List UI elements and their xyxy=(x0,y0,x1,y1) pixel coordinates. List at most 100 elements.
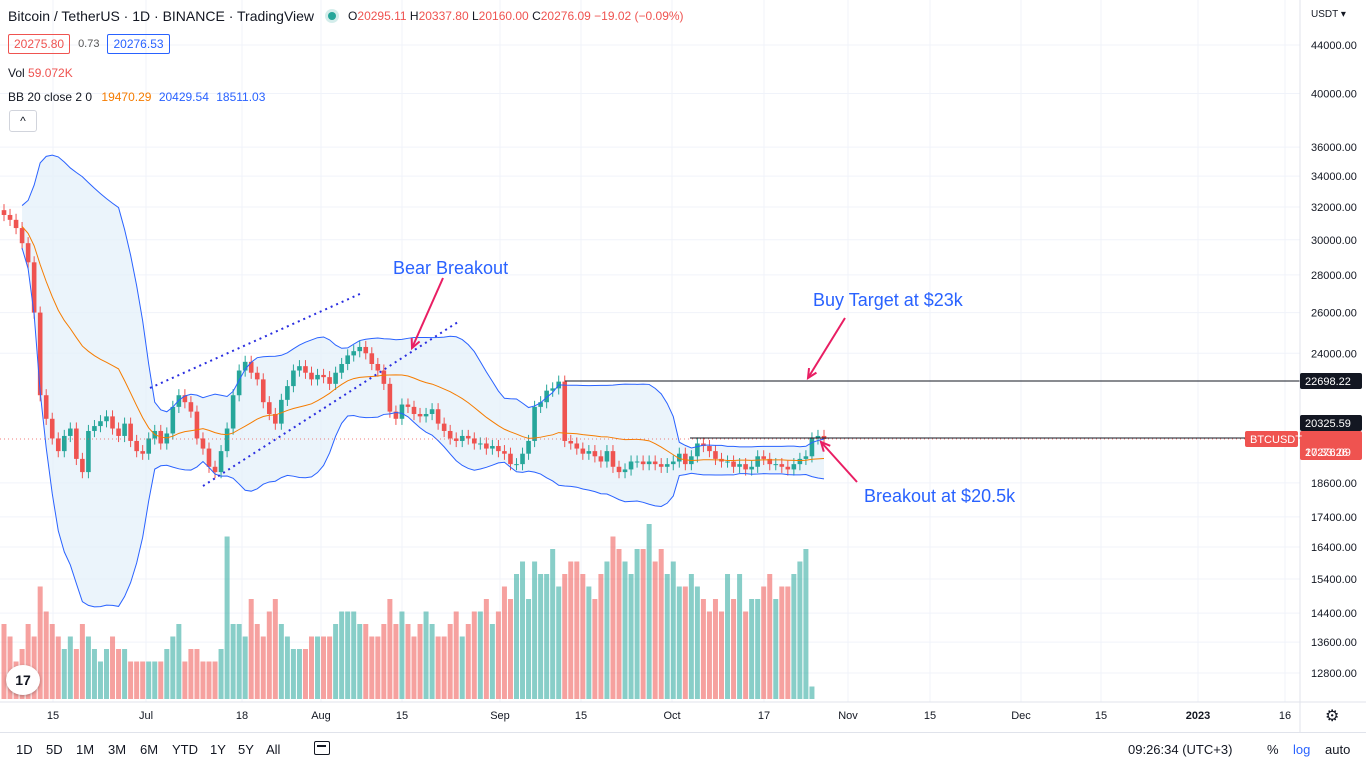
candle-body xyxy=(670,461,676,465)
candle-body xyxy=(478,443,483,445)
volume-bar xyxy=(278,624,284,699)
candle-body xyxy=(441,423,447,431)
price-tick-label: 13600.00 xyxy=(1311,637,1357,649)
percent-scale-button[interactable]: % xyxy=(1267,742,1279,757)
candle-body xyxy=(327,377,332,384)
candle-body xyxy=(664,464,670,467)
candle-body xyxy=(254,372,260,380)
candle-body xyxy=(363,346,369,354)
candle-body xyxy=(453,438,459,441)
timeframe-5y[interactable]: 5Y xyxy=(238,742,254,757)
tag-22698: 22698.22 xyxy=(1305,376,1351,388)
candle-body xyxy=(803,456,809,459)
candle-body xyxy=(622,469,628,473)
volume-bar xyxy=(489,624,495,699)
candle-body xyxy=(49,418,55,439)
volume-bar xyxy=(731,599,737,699)
candle-body xyxy=(435,409,441,424)
timeframe-ytd[interactable]: YTD xyxy=(172,742,198,757)
price-tick-label: 17400.00 xyxy=(1311,512,1357,524)
time-tick-label: Jul xyxy=(139,710,153,722)
volume-bar xyxy=(85,636,91,699)
tradingview-logo-icon[interactable]: 17 xyxy=(6,665,40,695)
volume-bar xyxy=(296,649,302,699)
candle-body xyxy=(248,361,254,373)
log-scale-button[interactable]: log xyxy=(1293,742,1311,757)
volume-bar xyxy=(477,611,483,699)
candle-body xyxy=(797,458,803,465)
timeframe-1y[interactable]: 1Y xyxy=(210,742,226,757)
candle-body xyxy=(188,402,194,412)
auto-scale-button[interactable]: auto xyxy=(1325,742,1351,757)
candle-body xyxy=(393,411,399,419)
volume-bar xyxy=(339,611,345,699)
volume-bar xyxy=(725,574,731,699)
candle-body xyxy=(31,262,37,313)
drawings: Bear Breakout Buy Target at $23k Breakout … xyxy=(0,258,1300,506)
candle-body xyxy=(568,440,574,444)
candle-body xyxy=(339,363,344,373)
volume-bar xyxy=(104,649,109,699)
settings-gear-icon[interactable]: ⚙ xyxy=(1325,708,1340,725)
buy-button[interactable]: 20276.53 xyxy=(107,34,170,54)
volume-bar xyxy=(803,549,809,699)
candle-body xyxy=(532,406,537,441)
timeframe-1m[interactable]: 1M xyxy=(76,742,95,757)
candle-body xyxy=(490,446,495,449)
volume-bar xyxy=(483,599,489,699)
time-tick-label: 15 xyxy=(1095,710,1107,722)
volume-bar xyxy=(809,686,815,699)
tag-last-price: 20276.09 xyxy=(1305,447,1351,459)
bollinger-legend[interactable]: BB 20 close 2 0 19470.29 20429.54 18511.… xyxy=(8,90,266,104)
volume-bar xyxy=(767,574,773,699)
sell-button[interactable]: 20275.80 xyxy=(8,34,71,54)
volume-bar xyxy=(658,549,664,699)
candle-body xyxy=(550,388,555,391)
volume-legend[interactable]: Vol 59.072K xyxy=(8,66,73,80)
volume-bar xyxy=(218,649,224,699)
candle-body xyxy=(80,458,85,473)
candle-body xyxy=(429,409,435,414)
breakout-arrow xyxy=(820,441,858,483)
timeframe-all[interactable]: All xyxy=(266,742,281,757)
candle-body xyxy=(526,440,531,454)
volume-bar xyxy=(134,661,140,699)
candle-body xyxy=(164,433,170,444)
volume-bar xyxy=(779,586,785,699)
volume-bar xyxy=(676,586,682,699)
bollinger-band-fill xyxy=(22,155,824,607)
calendar-range-icon[interactable] xyxy=(314,741,330,755)
volume-bar xyxy=(568,561,574,699)
volume-bar xyxy=(550,549,556,699)
timeframe-3m[interactable]: 3M xyxy=(108,742,127,757)
volume-bar xyxy=(785,586,791,699)
candle-body xyxy=(1,210,7,215)
candle-body xyxy=(309,372,314,380)
candle-body xyxy=(122,423,127,436)
candle-body xyxy=(514,464,519,466)
buy-sell-panel: 20275.80 0.73 20276.53 xyxy=(8,34,170,54)
symbol-title[interactable]: Bitcoin / TetherUS · 1D · BINANCE · Trad… xyxy=(8,8,315,24)
price-tick-label: 18600.00 xyxy=(1311,478,1357,490)
bear-arrow-head xyxy=(410,337,421,351)
volume-bar xyxy=(194,649,200,699)
candle-body xyxy=(291,370,296,387)
collapse-legend-button[interactable]: ^ xyxy=(9,110,37,132)
countdown-label: 17:33:26 xyxy=(1305,447,1348,459)
candle-body xyxy=(411,406,417,414)
timeframe-5d[interactable]: 5D xyxy=(46,742,63,757)
tag-symbol: BTCUSDT xyxy=(1250,434,1302,446)
timeframe-1d[interactable]: 1D xyxy=(16,742,33,757)
volume-bar xyxy=(755,599,761,699)
candle-body xyxy=(447,430,453,439)
candle-body xyxy=(598,456,604,462)
candle-body xyxy=(399,404,405,419)
candle-body xyxy=(37,312,43,396)
timeframe-6m[interactable]: 6M xyxy=(140,742,159,757)
channel-lower-line xyxy=(202,321,459,487)
candle-body xyxy=(640,461,646,465)
volume-bar xyxy=(737,574,743,699)
candle-body xyxy=(273,413,278,424)
clock-timezone[interactable]: 09:26:34 (UTC+3) xyxy=(1128,742,1233,757)
